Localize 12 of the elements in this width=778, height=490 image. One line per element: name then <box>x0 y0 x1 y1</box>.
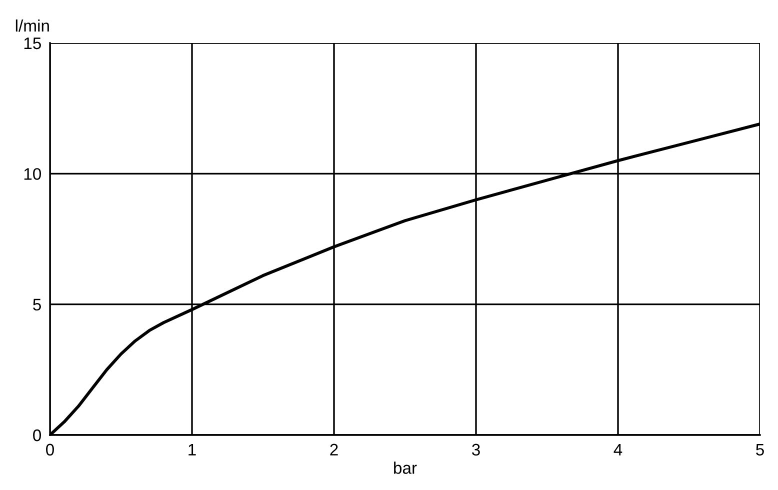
x-axis-title: bar <box>394 462 417 474</box>
y-axis-title: l/min <box>16 19 49 32</box>
x-tick-label: 1 <box>188 444 196 456</box>
x-tick-label: 0 <box>46 444 54 456</box>
x-tick-label: 2 <box>330 444 338 456</box>
x-tick-label: 4 <box>614 444 622 456</box>
y-tick-label: 5 <box>33 298 41 311</box>
y-tick-label: 10 <box>24 168 42 180</box>
x-tick-label: 3 <box>472 444 480 456</box>
x-tick-label: 5 <box>756 444 764 456</box>
y-tick-label: 0 <box>33 429 42 442</box>
y-tick-label: 15 <box>24 38 41 50</box>
